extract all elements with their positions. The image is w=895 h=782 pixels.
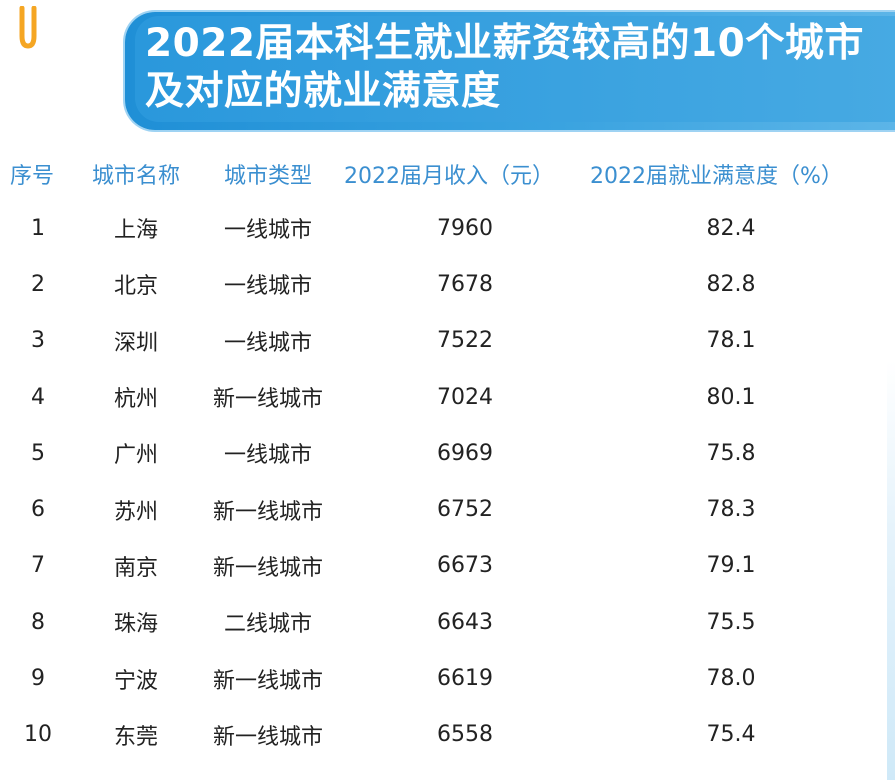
row-monthly-income: 7024 <box>437 384 493 410</box>
row-city-type: 新一线城市 <box>212 668 323 694</box>
row-monthly-income: 7678 <box>437 271 493 297</box>
table-row: 10 东莞 新一线城市 6558 75.4 <box>0 707 895 763</box>
row-monthly-income: 6673 <box>437 553 493 579</box>
header-city-name: 城市名称 <box>91 164 180 189</box>
page-title: 2022届本科生就业薪资较高的10个城市 及对应的就业满意度 <box>145 20 895 116</box>
row-city-type: 一线城市 <box>223 274 312 300</box>
row-city-name: 宁波 <box>113 668 158 694</box>
row-city-type: 新一线城市 <box>212 724 323 750</box>
row-monthly-income: 7522 <box>437 328 493 354</box>
row-satisfaction: 78.3 <box>706 497 756 523</box>
row-satisfaction: 80.1 <box>706 384 756 410</box>
table-row: 1 上海 一线城市 7960 82.4 <box>0 200 895 256</box>
table-row: 8 珠海 二线城市 6643 75.5 <box>0 594 895 650</box>
row-city-type: 一线城市 <box>223 443 312 469</box>
row-city-name: 南京 <box>113 555 158 581</box>
row-index: 10 <box>24 722 52 748</box>
row-city-type: 二线城市 <box>223 612 312 638</box>
header-monthly-income: 2022届月收入（元） <box>344 164 554 189</box>
row-monthly-income: 6752 <box>437 497 493 523</box>
edge-decoration <box>887 360 895 780</box>
row-index: 8 <box>31 609 45 635</box>
row-satisfaction: 75.4 <box>706 722 756 748</box>
row-city-name: 珠海 <box>113 612 158 638</box>
row-city-type: 一线城市 <box>223 330 312 356</box>
row-monthly-income: 6619 <box>437 666 493 692</box>
row-city-name: 东莞 <box>113 724 158 750</box>
row-index: 4 <box>31 384 45 410</box>
row-satisfaction: 75.5 <box>706 609 756 635</box>
row-city-type: 新一线城市 <box>212 387 323 413</box>
header-index: 序号 <box>10 164 55 189</box>
row-index: 1 <box>31 215 45 241</box>
salary-table: 序号 城市名称 城市类型 2022届月收入（元） 2022届就业满意度（%） 1… <box>0 148 895 763</box>
header-satisfaction: 2022届就业满意度（%） <box>590 164 843 189</box>
row-city-name: 北京 <box>113 274 158 300</box>
table-row: 6 苏州 新一线城市 6752 78.3 <box>0 481 895 537</box>
title-line-2: 及对应的就业满意度 <box>145 69 501 114</box>
title-banner: 2022届本科生就业薪资较高的10个城市 及对应的就业满意度 <box>125 12 895 130</box>
row-monthly-income: 6969 <box>437 440 493 466</box>
logo-icon <box>19 6 37 49</box>
table-header: 序号 城市名称 城市类型 2022届月收入（元） 2022届就业满意度（%） <box>0 148 895 200</box>
row-city-name: 苏州 <box>113 499 158 525</box>
row-monthly-income: 6558 <box>437 722 493 748</box>
table-row: 3 深圳 一线城市 7522 78.1 <box>0 313 895 369</box>
row-city-name: 杭州 <box>113 387 158 413</box>
table-row: 9 宁波 新一线城市 6619 78.0 <box>0 650 895 706</box>
row-satisfaction: 75.8 <box>706 440 756 466</box>
row-index: 7 <box>31 553 45 579</box>
row-city-type: 新一线城市 <box>212 555 323 581</box>
row-city-name: 上海 <box>113 218 158 244</box>
row-monthly-income: 7960 <box>437 215 493 241</box>
row-index: 5 <box>31 440 45 466</box>
row-index: 6 <box>31 497 45 523</box>
row-monthly-income: 6643 <box>437 609 493 635</box>
table-row: 5 广州 一线城市 6969 75.8 <box>0 425 895 481</box>
table-row: 4 杭州 新一线城市 7024 80.1 <box>0 369 895 425</box>
row-index: 9 <box>31 666 45 692</box>
row-satisfaction: 78.1 <box>706 328 756 354</box>
table-body: 1 上海 一线城市 7960 82.4 2 北京 一线城市 7678 82.8 3 深圳 一线城市 752… <box>0 200 895 763</box>
table-row: 7 南京 新一线城市 6673 79.1 <box>0 538 895 594</box>
row-satisfaction: 82.8 <box>706 271 756 297</box>
row-satisfaction: 79.1 <box>706 553 756 579</box>
row-city-name: 深圳 <box>113 330 158 356</box>
row-index: 2 <box>31 271 45 297</box>
title-banner-inner <box>135 16 895 122</box>
table-row: 2 北京 一线城市 7678 82.8 <box>0 256 895 312</box>
title-line-1: 2022届本科生就业薪资较高的10个城市 <box>145 21 864 66</box>
row-satisfaction: 78.0 <box>706 666 756 692</box>
row-city-name: 广州 <box>113 443 158 469</box>
row-satisfaction: 82.4 <box>706 215 756 241</box>
row-index: 3 <box>31 328 45 354</box>
row-city-type: 新一线城市 <box>212 499 323 525</box>
row-city-type: 一线城市 <box>223 218 312 244</box>
header-city-type: 城市类型 <box>223 164 312 189</box>
